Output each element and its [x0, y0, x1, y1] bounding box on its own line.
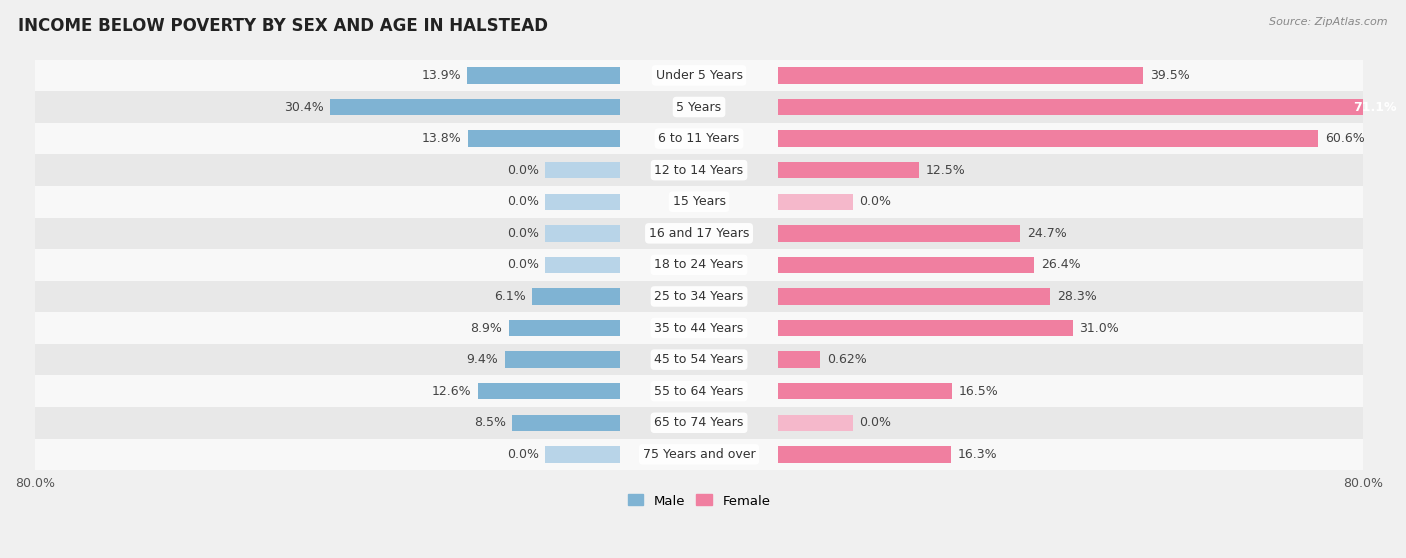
Text: 60.6%: 60.6%	[1324, 132, 1365, 145]
Bar	[512, 415, 620, 431]
Bar	[546, 446, 620, 463]
Text: 6 to 11 Years: 6 to 11 Years	[658, 132, 740, 145]
Bar	[35, 312, 1362, 344]
Text: 28.3%: 28.3%	[1057, 290, 1097, 303]
Text: 65 to 74 Years: 65 to 74 Years	[654, 416, 744, 429]
Bar	[35, 376, 1362, 407]
Bar	[35, 407, 1362, 439]
Text: 0.0%: 0.0%	[506, 227, 538, 240]
Bar	[330, 99, 620, 115]
Bar	[509, 320, 620, 336]
Text: 31.0%: 31.0%	[1080, 321, 1119, 335]
Bar	[468, 131, 620, 147]
Text: 16 and 17 Years: 16 and 17 Years	[648, 227, 749, 240]
Text: 8.9%: 8.9%	[471, 321, 502, 335]
Text: 71.1%: 71.1%	[1354, 100, 1398, 113]
Text: 16.5%: 16.5%	[959, 384, 998, 398]
Bar	[778, 99, 1406, 115]
Bar	[778, 383, 952, 400]
Bar	[778, 257, 1035, 273]
Bar	[533, 288, 620, 305]
Bar	[778, 415, 852, 431]
Bar	[546, 162, 620, 179]
Text: 30.4%: 30.4%	[284, 100, 323, 113]
Text: Under 5 Years: Under 5 Years	[655, 69, 742, 82]
Text: INCOME BELOW POVERTY BY SEX AND AGE IN HALSTEAD: INCOME BELOW POVERTY BY SEX AND AGE IN H…	[18, 17, 548, 35]
Text: 5 Years: 5 Years	[676, 100, 721, 113]
Text: 25 to 34 Years: 25 to 34 Years	[654, 290, 744, 303]
Bar	[778, 446, 950, 463]
Bar	[35, 439, 1362, 470]
Bar	[467, 67, 620, 84]
Text: 12.6%: 12.6%	[432, 384, 471, 398]
Text: 0.0%: 0.0%	[506, 163, 538, 177]
Text: 9.4%: 9.4%	[467, 353, 498, 366]
Bar	[35, 344, 1362, 376]
Text: 0.0%: 0.0%	[859, 416, 891, 429]
Text: 0.0%: 0.0%	[506, 448, 538, 461]
Bar	[778, 225, 1021, 242]
Text: 16.3%: 16.3%	[957, 448, 997, 461]
Text: 26.4%: 26.4%	[1040, 258, 1081, 271]
Bar	[778, 352, 820, 368]
Text: 13.8%: 13.8%	[422, 132, 461, 145]
Legend: Male, Female: Male, Female	[623, 489, 776, 513]
Text: 6.1%: 6.1%	[494, 290, 526, 303]
Bar	[546, 194, 620, 210]
Text: 12 to 14 Years: 12 to 14 Years	[654, 163, 744, 177]
Bar	[35, 281, 1362, 312]
Bar	[778, 320, 1073, 336]
Text: 75 Years and over: 75 Years and over	[643, 448, 755, 461]
Bar	[478, 383, 620, 400]
Text: 18 to 24 Years: 18 to 24 Years	[654, 258, 744, 271]
Bar	[35, 155, 1362, 186]
Bar	[778, 131, 1319, 147]
Text: 24.7%: 24.7%	[1026, 227, 1067, 240]
Text: Source: ZipAtlas.com: Source: ZipAtlas.com	[1270, 17, 1388, 27]
Bar	[35, 186, 1362, 218]
Text: 15 Years: 15 Years	[672, 195, 725, 208]
Text: 8.5%: 8.5%	[474, 416, 506, 429]
Bar	[546, 225, 620, 242]
Text: 0.0%: 0.0%	[859, 195, 891, 208]
Bar	[35, 60, 1362, 91]
Text: 0.0%: 0.0%	[506, 258, 538, 271]
Text: 35 to 44 Years: 35 to 44 Years	[654, 321, 744, 335]
Text: 45 to 54 Years: 45 to 54 Years	[654, 353, 744, 366]
Bar	[35, 218, 1362, 249]
Bar	[546, 257, 620, 273]
Text: 13.9%: 13.9%	[422, 69, 461, 82]
Bar	[505, 352, 620, 368]
Text: 0.62%: 0.62%	[827, 353, 866, 366]
Text: 12.5%: 12.5%	[925, 163, 966, 177]
Bar	[35, 123, 1362, 155]
Bar	[35, 249, 1362, 281]
Bar	[778, 194, 852, 210]
Text: 55 to 64 Years: 55 to 64 Years	[654, 384, 744, 398]
Bar	[778, 162, 920, 179]
Text: 0.0%: 0.0%	[506, 195, 538, 208]
Bar	[778, 288, 1050, 305]
Bar	[35, 91, 1362, 123]
Text: 39.5%: 39.5%	[1150, 69, 1189, 82]
Bar	[778, 67, 1143, 84]
